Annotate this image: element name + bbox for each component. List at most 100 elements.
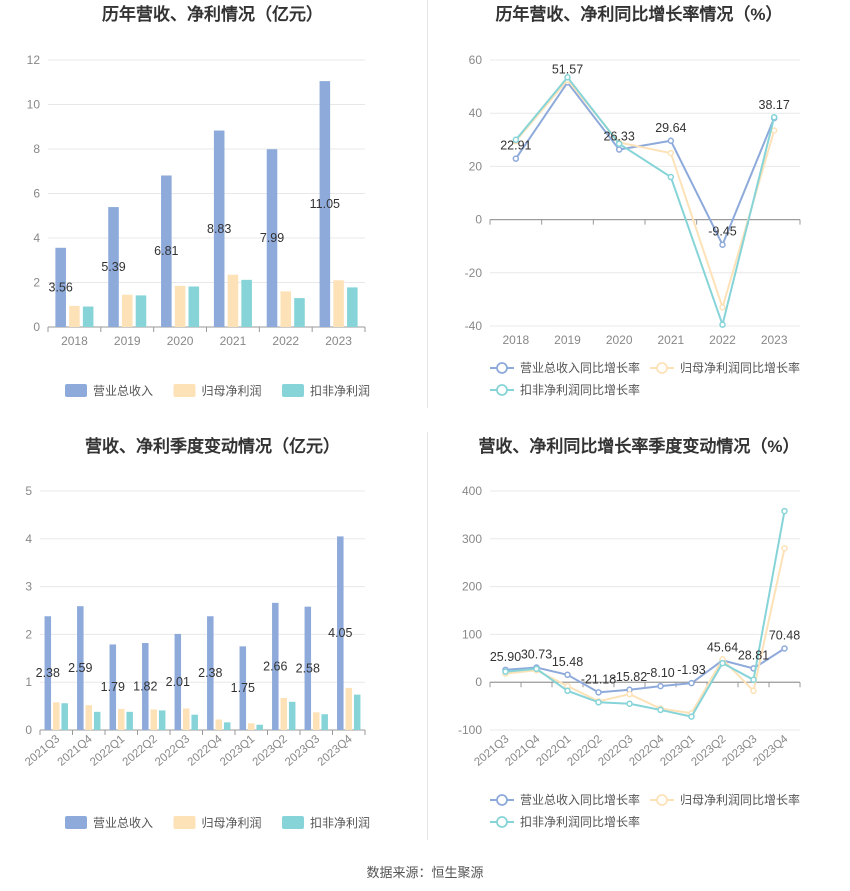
y-tick-label: 2 (25, 627, 32, 641)
line-data-label: 15.48 (552, 655, 583, 669)
legend-swatch (282, 384, 304, 397)
legend-label: 营业总收入同比增长率 (520, 792, 640, 807)
legend-marker (656, 794, 668, 806)
y-tick-label: 6 (33, 187, 40, 201)
legend-swatch (173, 816, 196, 829)
bar-net-profit (150, 709, 157, 730)
legend-label: 归母净利润同比增长率 (680, 360, 800, 375)
y-tick-label: -100 (458, 723, 482, 737)
bar-data-label: 11.05 (310, 197, 340, 211)
y-tick-label: 2 (33, 276, 40, 290)
bar-data-label: 7.99 (260, 231, 284, 245)
line-data-label: 25.90 (490, 650, 521, 664)
bar-net-profit (69, 305, 80, 327)
series-point-3 (626, 700, 633, 707)
bar-deducted-profit (61, 703, 68, 730)
bar-data-label: 8.83 (207, 222, 231, 236)
line-data-label: 51.57 (552, 62, 583, 76)
bar-net-profit (215, 719, 222, 730)
bar-data-label: 6.81 (154, 244, 178, 258)
bar-net-profit (248, 723, 255, 730)
y-tick-label: 4 (33, 231, 40, 245)
x-tick-label: 2023Q2 (251, 733, 290, 769)
series-line-3 (515, 75, 776, 329)
bar-deducted-profit (353, 694, 361, 730)
line-data-label: -15.82 (612, 670, 647, 684)
legend-swatch (173, 384, 196, 397)
x-tick-label: 2022Q4 (186, 733, 226, 769)
series-point-1 (657, 682, 664, 690)
series-line-2 (505, 548, 786, 715)
bar-deducted-profit (191, 714, 198, 730)
bar-net-profit (121, 294, 133, 327)
x-tick-label: 2018 (502, 333, 529, 347)
y-tick-label: 10 (27, 98, 41, 112)
x-tick-label: 2022Q2 (121, 733, 160, 769)
bar-revenue (142, 643, 149, 730)
chart-title: 营收、净利同比增长率季度变动情况（%） (478, 436, 799, 456)
bar-deducted-profit (126, 711, 133, 730)
chart-title: 营收、净利季度变动情况（亿元） (85, 436, 340, 456)
x-tick-label: 2021 (657, 333, 684, 347)
y-tick-label: 4 (25, 532, 32, 546)
bar-data-label: 4.05 (328, 626, 352, 640)
y-tick-label: -40 (465, 319, 483, 333)
series-line-3 (505, 510, 786, 718)
bar-net-profit (183, 708, 190, 730)
series-point-2 (667, 149, 675, 157)
series-point-2 (781, 545, 788, 552)
annual-revenue-profit-chart: 历年营收、净利情况（亿元） 0 2 4 6 8 10 12 2018 2019 2020 2021 20… (27, 4, 370, 398)
bar-net-profit (280, 697, 287, 730)
series-point-3 (770, 113, 778, 121)
x-tick-label: 2020 (167, 334, 194, 348)
bar-net-profit (333, 280, 344, 327)
series-line-2 (515, 78, 776, 311)
series-point-3 (564, 687, 571, 695)
series-point-3 (502, 668, 509, 675)
series-point-2 (719, 304, 726, 311)
y-tick-label: 40 (469, 106, 483, 120)
bar-deducted-profit (321, 714, 328, 730)
bar-deducted-profit (158, 710, 166, 730)
line-data-label: 29.64 (655, 121, 686, 135)
legend-swatch (65, 816, 87, 829)
x-tick-label: 2022 (272, 334, 299, 348)
legend-swatch (282, 816, 304, 829)
bar-revenue (304, 606, 312, 730)
legend-label: 扣非净利润同比增长率 (520, 814, 640, 829)
bar-net-profit (85, 705, 92, 730)
bar-data-label: 2.38 (36, 666, 60, 680)
bar-deducted-profit (135, 295, 147, 327)
series-point-2 (770, 127, 778, 134)
annual-growth-rate-chart: 历年营收、净利同比增长率情况（%） -40 -20 0 20 40 60 2018 2019 20… (465, 4, 801, 397)
series-point-3 (719, 321, 726, 328)
bar-revenue (161, 175, 172, 327)
bar-deducted-profit (288, 701, 296, 730)
y-tick-label: 1 (25, 675, 32, 689)
legend-marker (496, 816, 508, 828)
x-tick-label: 2023 (325, 334, 352, 348)
bar-revenue (55, 247, 66, 327)
bar-deducted-profit (223, 722, 231, 730)
x-tick-label: 2021Q3 (23, 733, 62, 769)
legend-label: 营业总收入同比增长率 (520, 360, 640, 375)
x-tick-label: 2023Q4 (316, 733, 356, 769)
bar-data-label: 2.38 (198, 666, 222, 680)
bar-revenue (108, 207, 119, 327)
series-point-1 (615, 146, 623, 153)
y-tick-label: 12 (27, 53, 41, 67)
bar-net-profit (345, 687, 352, 730)
bar-revenue (272, 602, 279, 730)
series-point-1 (595, 689, 602, 696)
bar-revenue (44, 616, 52, 730)
line-data-label: -21.18 (581, 672, 616, 686)
x-tick-label: 2021 (220, 334, 247, 348)
y-tick-label: 60 (469, 53, 483, 67)
series-point-3 (615, 140, 623, 148)
x-tick-label: 2023Q1 (218, 733, 257, 769)
bar-net-profit (118, 708, 125, 730)
line-data-label: -9.45 (708, 225, 737, 239)
series-point-3 (657, 706, 664, 714)
line-data-label: 70.48 (769, 629, 800, 643)
bar-deducted-profit (347, 287, 358, 327)
